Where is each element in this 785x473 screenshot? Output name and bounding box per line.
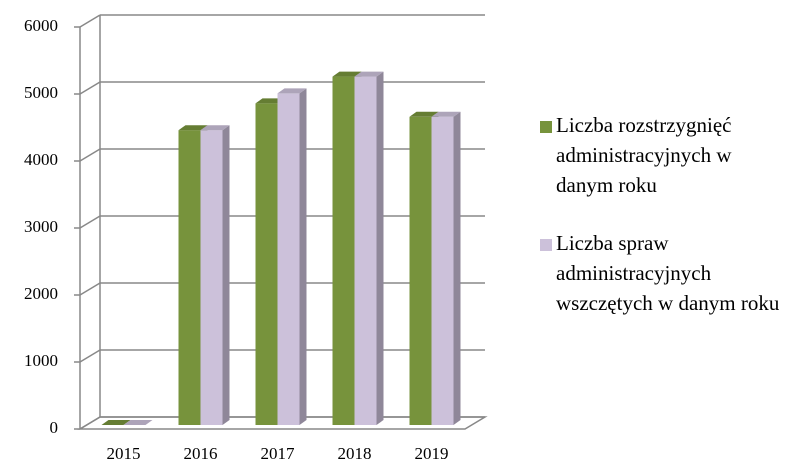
bar-front bbox=[255, 103, 278, 426]
grid-line-side bbox=[79, 81, 101, 95]
bar-front bbox=[277, 93, 300, 425]
legend-line: wszczętych w danym roku bbox=[556, 291, 780, 315]
y-tick-label: 3000 bbox=[24, 217, 58, 236]
bar-side bbox=[376, 71, 384, 425]
x-tick-label: 2015 bbox=[107, 444, 141, 463]
y-tick-label: 1000 bbox=[24, 351, 58, 370]
bar bbox=[277, 88, 307, 425]
bar bbox=[200, 125, 230, 425]
bar-top bbox=[123, 420, 153, 425]
grid-line-side bbox=[79, 148, 101, 162]
bar-top bbox=[332, 71, 362, 77]
bar-top bbox=[431, 111, 461, 117]
y-tick-label: 5000 bbox=[24, 83, 58, 102]
y-tick-label: 2000 bbox=[24, 284, 58, 303]
bar-top bbox=[101, 420, 131, 425]
legend-label: Liczba rozstrzygnięć administracyjnych w d… bbox=[556, 113, 732, 197]
x-tick-label: 2016 bbox=[184, 444, 218, 463]
legend-line: danym roku bbox=[556, 173, 657, 197]
bar bbox=[354, 71, 384, 425]
bar-front bbox=[200, 130, 223, 425]
x-tick-label: 2019 bbox=[415, 444, 449, 463]
bar bbox=[101, 420, 131, 425]
y-tick-label: 4000 bbox=[24, 150, 58, 169]
grid-line-side bbox=[79, 282, 101, 296]
grid-line-side bbox=[79, 215, 101, 229]
bar bbox=[431, 111, 461, 426]
bar-top bbox=[354, 71, 384, 77]
grid-line-side bbox=[79, 14, 101, 28]
bar-top bbox=[200, 125, 230, 131]
legend-line: administracyjnych bbox=[556, 261, 712, 285]
bar-front bbox=[354, 76, 377, 425]
legend-line: administracyjnych w bbox=[556, 143, 732, 167]
bar-side bbox=[222, 125, 230, 425]
bar-front bbox=[332, 76, 355, 425]
grid-line-side bbox=[79, 349, 101, 363]
legend-swatch bbox=[540, 239, 552, 251]
bar bbox=[123, 420, 153, 425]
bar-top bbox=[178, 125, 208, 131]
bar-top bbox=[277, 88, 307, 94]
legend-line: Liczba spraw bbox=[556, 231, 669, 255]
bar-side bbox=[299, 88, 307, 425]
bar-front bbox=[409, 116, 432, 426]
legend-label: Liczba spraw administracyjnych wszczętych … bbox=[556, 231, 780, 315]
bar-front bbox=[431, 116, 454, 426]
bar-front bbox=[178, 130, 201, 425]
y-tick-label: 6000 bbox=[24, 16, 58, 35]
bar-top bbox=[255, 98, 285, 104]
legend-swatch bbox=[540, 121, 552, 133]
bar-top bbox=[409, 111, 439, 117]
x-tick-label: 2017 bbox=[261, 444, 296, 463]
legend-line: Liczba rozstrzygnięć bbox=[556, 113, 732, 137]
grid-line-side bbox=[79, 416, 101, 430]
x-tick-label: 2018 bbox=[338, 444, 372, 463]
bar-side bbox=[453, 111, 461, 426]
y-tick-label: 0 bbox=[50, 418, 59, 437]
